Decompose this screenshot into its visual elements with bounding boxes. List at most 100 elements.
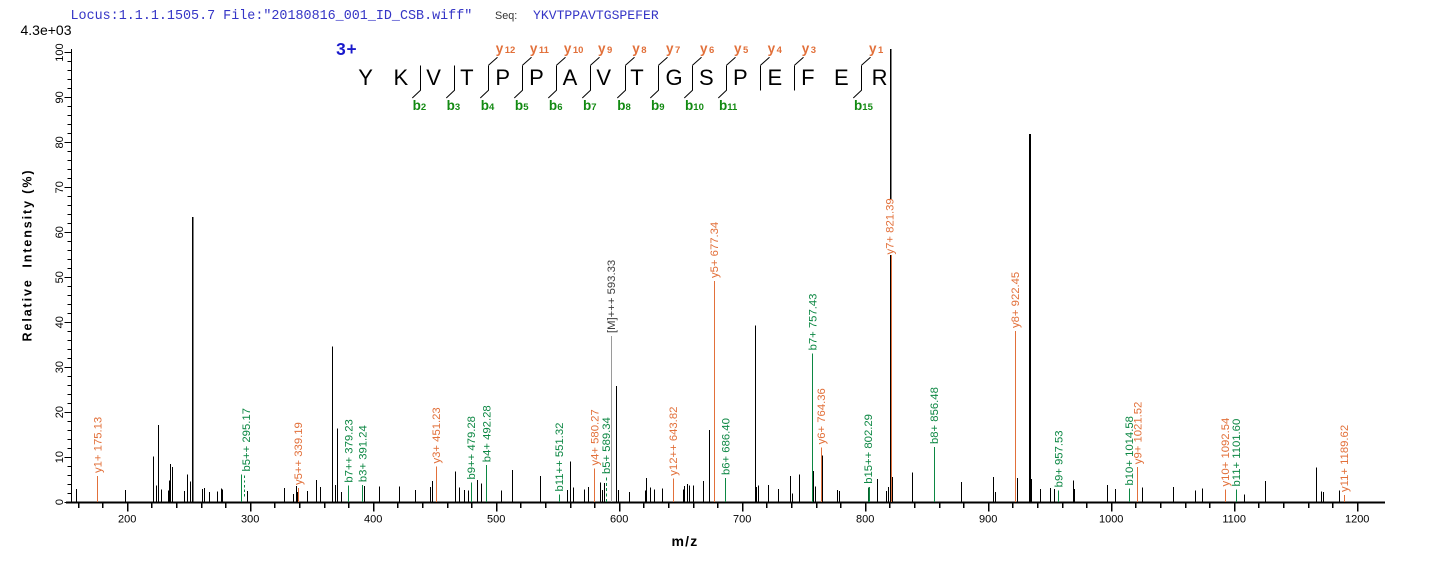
svg-text:E: E xyxy=(767,65,782,90)
svg-text:y: y xyxy=(802,41,810,56)
svg-text:G: G xyxy=(666,65,683,90)
svg-text:Seq:: Seq: xyxy=(495,10,517,22)
svg-text:P: P xyxy=(529,65,544,90)
svg-text:y5++ 339.19: y5++ 339.19 xyxy=(293,422,305,485)
svg-text:20: 20 xyxy=(54,406,66,418)
svg-text:b4+ 492.28: b4+ 492.28 xyxy=(482,405,494,462)
svg-text:4: 4 xyxy=(489,102,495,113)
svg-text:8: 8 xyxy=(626,102,631,113)
svg-text:m/z: m/z xyxy=(672,533,699,549)
svg-text:400: 400 xyxy=(364,514,382,526)
svg-text:b: b xyxy=(481,98,489,113)
svg-text:y11+ 1189.62: y11+ 1189.62 xyxy=(1339,425,1351,492)
svg-text:6: 6 xyxy=(557,102,562,113)
svg-text:70: 70 xyxy=(54,181,66,193)
svg-text:11: 11 xyxy=(539,45,550,56)
svg-text:300: 300 xyxy=(241,514,259,526)
svg-text:y4+ 580.27: y4+ 580.27 xyxy=(590,409,602,465)
svg-text:90: 90 xyxy=(54,91,66,103)
svg-text:4.3e+03: 4.3e+03 xyxy=(21,22,72,38)
svg-text:y: y xyxy=(496,41,504,56)
svg-text:b9+ 957.53: b9+ 957.53 xyxy=(1054,430,1066,487)
svg-text:1: 1 xyxy=(878,45,884,56)
svg-text:b: b xyxy=(719,98,727,113)
svg-text:12: 12 xyxy=(505,45,516,56)
svg-text:y: y xyxy=(869,41,877,56)
svg-text:b11+ 1101.60: b11+ 1101.60 xyxy=(1231,419,1243,487)
svg-text:3: 3 xyxy=(455,102,460,113)
svg-text:700: 700 xyxy=(733,514,751,526)
svg-text:b: b xyxy=(549,98,557,113)
svg-text:y7+ 821.39: y7+ 821.39 xyxy=(884,198,896,254)
svg-text:b: b xyxy=(515,98,523,113)
svg-text:[M]+++ 593.33: [M]+++ 593.33 xyxy=(606,260,618,333)
svg-text:y8+ 922.45: y8+ 922.45 xyxy=(1010,272,1022,328)
svg-text:P: P xyxy=(733,65,748,90)
svg-text:11: 11 xyxy=(727,102,738,113)
svg-text:b3+ 391.24: b3+ 391.24 xyxy=(357,425,369,482)
svg-text:9: 9 xyxy=(607,45,612,56)
svg-text:1200: 1200 xyxy=(1345,514,1369,526)
svg-text:b8+ 856.48: b8+ 856.48 xyxy=(929,387,941,444)
svg-text:3+: 3+ xyxy=(336,39,357,59)
svg-text:y1+ 175.13: y1+ 175.13 xyxy=(92,417,104,473)
svg-text:30: 30 xyxy=(54,361,66,373)
svg-text:b: b xyxy=(854,98,862,113)
svg-text:800: 800 xyxy=(856,514,874,526)
svg-text:15: 15 xyxy=(862,102,873,113)
svg-text:y12++ 643.82: y12++ 643.82 xyxy=(668,407,680,476)
svg-text:E: E xyxy=(834,65,849,90)
svg-text:Y: Y xyxy=(358,65,373,90)
svg-text:40: 40 xyxy=(54,316,66,328)
svg-text:y10+ 1092.54: y10+ 1092.54 xyxy=(1220,418,1232,487)
svg-text:1000: 1000 xyxy=(1099,514,1123,526)
svg-text:y3+ 451.23: y3+ 451.23 xyxy=(431,407,443,463)
svg-text:b: b xyxy=(583,98,591,113)
svg-text:b6+ 686.40: b6+ 686.40 xyxy=(720,418,732,475)
svg-text:b: b xyxy=(447,98,455,113)
svg-text:b: b xyxy=(617,98,625,113)
svg-text:A: A xyxy=(563,65,578,90)
svg-text:b: b xyxy=(685,98,693,113)
svg-text:5: 5 xyxy=(743,45,749,56)
svg-text:b: b xyxy=(651,98,659,113)
svg-text:y9+ 1021.52: y9+ 1021.52 xyxy=(1133,402,1145,465)
svg-text:10: 10 xyxy=(693,102,704,113)
svg-text:4: 4 xyxy=(777,45,783,56)
svg-text:7: 7 xyxy=(675,45,680,56)
svg-text:y: y xyxy=(734,41,742,56)
svg-text:900: 900 xyxy=(979,514,997,526)
svg-text:K: K xyxy=(394,65,409,90)
svg-text:7: 7 xyxy=(591,102,596,113)
svg-text:y: y xyxy=(598,41,606,56)
svg-text:500: 500 xyxy=(487,514,505,526)
svg-text:b15++ 802.29: b15++ 802.29 xyxy=(863,414,875,484)
svg-text:Locus:1.1.1.1505.7 File:"20180: Locus:1.1.1.1505.7 File:"20180816_001_ID… xyxy=(71,9,473,24)
svg-text:200: 200 xyxy=(118,514,136,526)
svg-text:9: 9 xyxy=(659,102,664,113)
svg-text:V: V xyxy=(426,65,441,90)
svg-text:100: 100 xyxy=(54,43,66,61)
svg-text:b10+ 1014.58: b10+ 1014.58 xyxy=(1124,416,1136,485)
svg-text:b9++ 479.28: b9++ 479.28 xyxy=(466,416,478,479)
svg-text:10: 10 xyxy=(54,451,66,463)
svg-text:Relative Intensity (%): Relative Intensity (%) xyxy=(21,169,35,342)
svg-text:1100: 1100 xyxy=(1222,514,1246,526)
svg-text:b: b xyxy=(413,98,421,113)
svg-text:8: 8 xyxy=(641,45,646,56)
svg-text:50: 50 xyxy=(54,271,66,283)
svg-text:600: 600 xyxy=(610,514,628,526)
svg-text:60: 60 xyxy=(54,226,66,238)
svg-text:b5+ 589.34: b5+ 589.34 xyxy=(601,417,613,474)
svg-text:V: V xyxy=(596,65,611,90)
svg-text:y: y xyxy=(700,41,708,56)
svg-text:F: F xyxy=(801,65,814,90)
svg-text:y: y xyxy=(666,41,674,56)
svg-text:b7+ 757.43: b7+ 757.43 xyxy=(808,294,820,351)
svg-text:6: 6 xyxy=(709,45,714,56)
svg-text:y5+ 677.34: y5+ 677.34 xyxy=(709,222,721,278)
svg-text:3: 3 xyxy=(811,45,816,56)
svg-text:S: S xyxy=(699,65,714,90)
svg-text:R: R xyxy=(872,65,888,90)
svg-text:10: 10 xyxy=(573,45,584,56)
